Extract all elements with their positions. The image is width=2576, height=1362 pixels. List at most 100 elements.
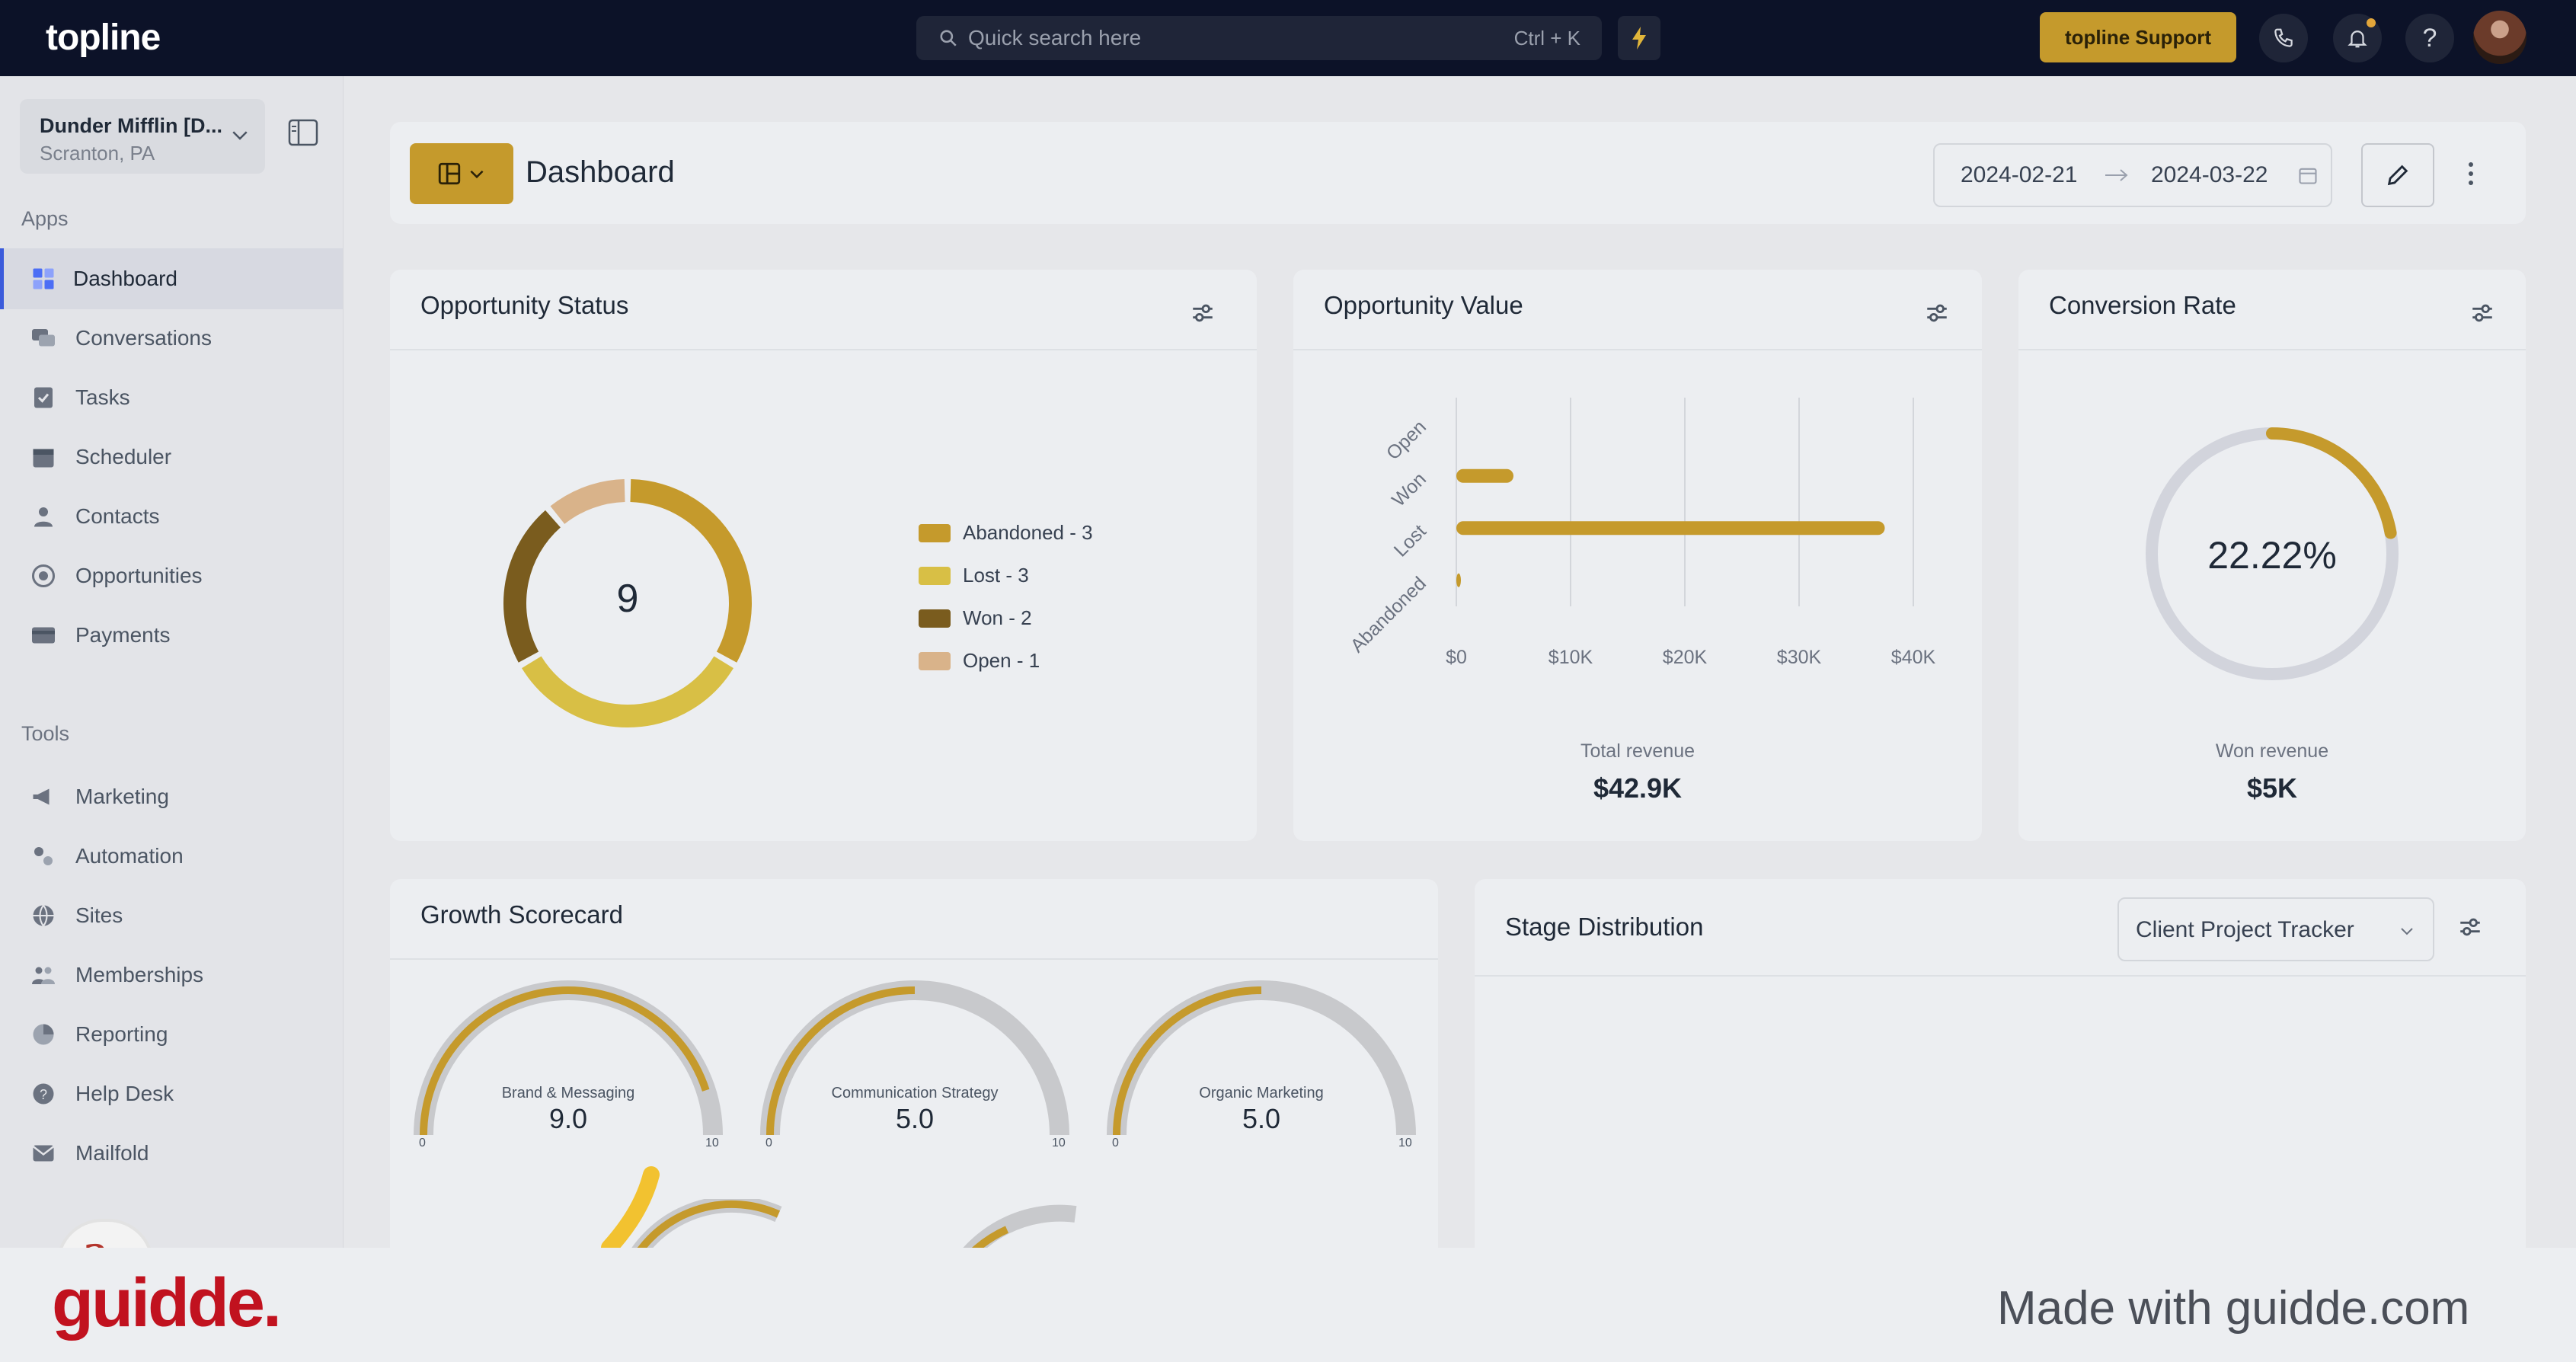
legend-swatch — [919, 651, 951, 670]
sidebar-item-opportunities[interactable]: Opportunities — [0, 545, 343, 606]
donut-slice[interactable] — [522, 656, 733, 727]
sidebar-item-help-desk[interactable]: ? Help Desk — [0, 1063, 343, 1124]
legend-swatch — [919, 609, 951, 628]
quick-actions-button[interactable] — [1618, 16, 1660, 60]
nav-icon-wrap — [29, 561, 58, 590]
lightning-icon — [1632, 27, 1646, 50]
sidebar-collapse-button[interactable] — [288, 119, 318, 150]
donut-slice[interactable] — [503, 510, 561, 663]
cursor-highlight-stroke — [601, 1166, 660, 1249]
pencil-icon — [2387, 165, 2408, 186]
y-category-label: Won — [1388, 468, 1430, 511]
filter-settings-icon[interactable] — [2457, 914, 2483, 940]
sidebar-item-marketing[interactable]: Marketing — [0, 766, 343, 827]
sidebar-item-sites[interactable]: Sites — [0, 885, 343, 946]
dashboard-icon — [33, 268, 54, 289]
score-gauge: Organic Marketing 5.0 0 10 — [1101, 977, 1421, 1152]
dashboard-layout-button[interactable] — [410, 143, 513, 204]
tools-section-label: Tools — [21, 722, 70, 745]
sidebar-item-dashboard[interactable]: Dashboard — [0, 248, 343, 309]
filter-settings-icon[interactable] — [1924, 300, 1950, 326]
sidebar-item-label: Marketing — [75, 785, 169, 808]
chevron-down-icon — [2401, 928, 2413, 935]
sidebar-item-label: Opportunities — [75, 564, 203, 587]
gauge-progress — [420, 986, 710, 1136]
sidebar-item-memberships[interactable]: Memberships — [0, 945, 343, 1006]
phone-icon — [2274, 28, 2293, 47]
chevron-down-icon — [470, 170, 484, 179]
top-bar: topline Quick search here Ctrl + K topli… — [0, 0, 2576, 76]
legend-item[interactable]: Lost - 3 — [919, 564, 1029, 587]
nav-icon-wrap — [29, 621, 58, 650]
guidde-footer: guidde. Made with guidde.com — [0, 1248, 2576, 1362]
growth-scorecard-card: Growth Scorecard Brand & Messaging 9.0 0 10… — [390, 879, 1438, 1248]
gauge-progress — [1113, 986, 1262, 1136]
conversion-ring-chart — [2146, 427, 2399, 680]
app-logo[interactable]: topline — [46, 18, 161, 58]
legend-swatch — [919, 523, 951, 542]
bar-abandoned[interactable] — [1456, 573, 1461, 587]
legend-item[interactable]: Won - 2 — [919, 606, 1032, 630]
legend-label: Lost - 3 — [963, 564, 1029, 587]
calendar-icon — [33, 449, 54, 468]
filter-settings-icon[interactable] — [2469, 300, 2495, 326]
x-tick-label: $10K — [1548, 647, 1593, 668]
won-revenue-value: $5K — [2246, 772, 2298, 804]
sidebar-item-label: Mailfold — [75, 1141, 149, 1165]
legend-item[interactable]: Abandoned - 3 — [919, 521, 1093, 545]
sidebar-toggle-icon — [288, 119, 318, 146]
made-with-text: Made with guidde.com — [1997, 1282, 2470, 1335]
sidebar-item-scheduler[interactable]: Scheduler — [0, 427, 343, 488]
bar-won[interactable] — [1456, 468, 1513, 483]
sidebar-item-automation[interactable]: Automation — [0, 826, 343, 887]
more-options-button[interactable] — [2463, 152, 2479, 199]
edit-dashboard-button[interactable] — [2361, 143, 2434, 207]
sidebar-item-mailfold[interactable]: Mailfold — [0, 1123, 343, 1184]
score-gauge: Brand & Messaging 9.0 0 10 — [408, 977, 728, 1152]
gauge-progress — [766, 986, 916, 1136]
score-gauge: Communication Strategy 5.0 0 10 — [755, 977, 1075, 1152]
gauge-arc — [760, 980, 1069, 1136]
support-button[interactable]: topline Support — [2040, 12, 2236, 62]
date-start: 2024-02-21 — [1961, 162, 2078, 187]
sidebar-item-reporting[interactable]: Reporting — [0, 1004, 343, 1065]
sidebar-item-conversations[interactable]: Conversations — [0, 308, 343, 369]
quick-search[interactable]: Quick search here Ctrl + K — [916, 16, 1602, 60]
user-avatar[interactable] — [2473, 11, 2526, 64]
card-divider — [390, 349, 1257, 350]
phone-button[interactable] — [2259, 14, 2308, 62]
gauge-label: Communication Strategy — [831, 1085, 999, 1101]
legend-label: Open - 1 — [963, 649, 1040, 672]
help-button[interactable]: ? — [2405, 14, 2454, 62]
card-title: Stage Distribution — [1505, 913, 1704, 941]
gauge-max: 10 — [1052, 1137, 1066, 1149]
y-category-label: Open — [1382, 416, 1430, 464]
sidebar-item-contacts[interactable]: Contacts — [0, 486, 343, 547]
x-tick-label: $40K — [1891, 647, 1936, 668]
gauge-arc — [414, 980, 723, 1136]
notifications-button[interactable] — [2333, 14, 2382, 62]
mail-icon — [32, 1145, 55, 1162]
nav-icon-wrap — [29, 842, 58, 871]
date-range-picker[interactable]: 2024-02-21 2024-03-22 — [1933, 143, 2332, 207]
filter-settings-icon[interactable] — [1190, 300, 1216, 326]
date-end: 2024-03-22 — [2151, 162, 2268, 187]
donut-slice[interactable] — [550, 479, 625, 525]
legend-item[interactable]: Open - 1 — [919, 649, 1040, 673]
sidebar-item-label: Payments — [75, 623, 171, 647]
sidebar-item-tasks[interactable]: Tasks — [0, 367, 343, 428]
gauge-min: 0 — [419, 1137, 426, 1149]
gauge-value: 5.0 — [895, 1103, 935, 1134]
donut-slice[interactable] — [630, 479, 752, 663]
gears-icon — [34, 847, 53, 865]
kebab-menu-icon — [2469, 162, 2473, 185]
pipeline-select[interactable]: Client Project Tracker — [2117, 897, 2434, 961]
nav-icon-wrap — [29, 901, 58, 930]
location-switcher[interactable]: Dunder Mifflin [D... Scranton, PA — [20, 99, 265, 174]
gauge-label: Organic Marketing — [1199, 1085, 1324, 1101]
sidebar-item-payments[interactable]: Payments — [0, 605, 343, 666]
legend-label: Abandoned - 3 — [963, 521, 1093, 544]
won-revenue-label: Won revenue — [2215, 740, 2329, 762]
bar-lost[interactable] — [1456, 521, 1885, 536]
